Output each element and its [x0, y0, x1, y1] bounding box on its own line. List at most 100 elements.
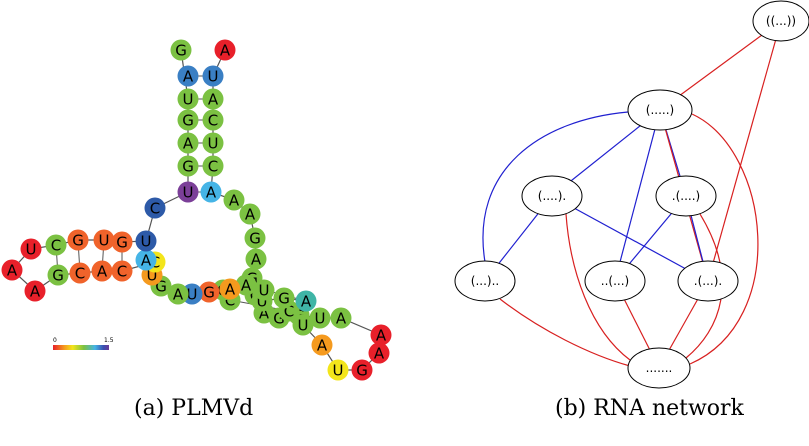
nucleotide-n53: U [20, 238, 42, 260]
network-node-n4a: (....). [521, 175, 583, 217]
nucleotide-n43: A [167, 283, 189, 305]
node-ellipse [752, 0, 809, 42]
caption-b: (b) RNA network [555, 396, 744, 421]
nucleotide-circle [368, 342, 390, 364]
nucleotide-base: A [30, 283, 41, 301]
node-ellipse [454, 260, 516, 302]
nucleotide-circle [219, 278, 241, 300]
nucleotide-n36: A [235, 274, 257, 296]
colorbar-min-label: 0 [53, 337, 57, 344]
nucleotides: GAAUUAGCAUGCUAAAGAGCAGGUAAAGUAUCAGUACUGA… [1, 39, 392, 381]
nucleotide-base: U [257, 293, 268, 311]
node-ellipse [627, 89, 693, 131]
nucleotide-n48: U [135, 230, 157, 252]
rna-secondary-structure-panel: GAAUUAGCAUGCUAAAGAGCAGGUAAAGUAUCAGUACUGA… [1, 39, 392, 381]
nucleotide-n34: G [273, 287, 295, 309]
nucleotide-n2: A [214, 39, 236, 61]
node-label: ..(...) [601, 274, 629, 288]
edge-n5-n3a [482, 111, 629, 263]
nucleotide-base: A [225, 281, 236, 299]
nucleotide-n50: U [93, 229, 115, 251]
nucleotide-circle [167, 283, 189, 305]
nucleotide-n10: U [202, 132, 224, 154]
nucleotide-n12: C [202, 155, 224, 177]
node-label: ((...)) [766, 14, 796, 28]
nucleotide-n17: G [244, 227, 266, 249]
nucleotide-base: U [183, 184, 194, 202]
nucleotide-base: A [376, 327, 387, 345]
nucleotide-base: G [249, 230, 261, 248]
nucleotide-base: G [155, 278, 167, 296]
nucleotide-base: C [75, 265, 85, 283]
edge-n3a-open [499, 298, 631, 367]
nucleotide-base: A [317, 337, 328, 355]
network-node-n5: (.....) [627, 89, 693, 131]
nucleotide-n16: A [239, 203, 261, 225]
nucleotide-base: A [336, 310, 347, 328]
nucleotide-n8: C [202, 109, 224, 131]
nucleotide-circle [370, 324, 392, 346]
nucleotide-circle [144, 197, 166, 219]
nucleotide-base: U [183, 91, 194, 109]
rna-network-panel: ((...)) (.....) (....). .(....) (...).. ..(..… [454, 0, 809, 389]
network-node-n3a: (...).. [454, 260, 516, 302]
nucleotide-n41: G [198, 281, 220, 303]
edge-top-n3c [707, 20, 782, 282]
nucleotide-base: A [259, 305, 270, 323]
nucleotide-circle [111, 260, 133, 282]
nucleotide-base: A [301, 293, 312, 311]
nucleotide-circle [202, 132, 224, 154]
nucleotide-circle [311, 334, 333, 356]
nucleotide-n26: A [370, 324, 392, 346]
node-ellipse [584, 260, 646, 302]
nucleotide-n5: U [177, 88, 199, 110]
edge-n5-open [689, 113, 759, 365]
nucleotide-base: G [182, 158, 194, 176]
network-node-n4b: .(....) [655, 175, 717, 217]
nucleotide-base: G [175, 42, 187, 60]
nucleotide-n56: G [47, 264, 69, 286]
nucleotide-base: A [7, 262, 18, 280]
nucleotide-base: U [333, 362, 344, 380]
nucleotide-circle [177, 88, 199, 110]
colorbar: 0 1.5 [53, 337, 114, 350]
nucleotide-n13: U [177, 181, 199, 203]
node-label: (...).. [471, 274, 499, 288]
nucleotide-circle [327, 359, 349, 381]
nucleotide-base: U [315, 310, 326, 328]
nucleotide-circle [198, 281, 220, 303]
nucleotide-circle [245, 248, 267, 270]
nucleotide-n27: A [368, 342, 390, 364]
nucleotide-base: C [150, 200, 160, 218]
nucleotide-base: U [141, 233, 152, 251]
nucleotide-base: C [284, 303, 294, 321]
nucleotide-circle [177, 132, 199, 154]
nucleotide-circle [200, 181, 222, 203]
nucleotide-base: C [51, 237, 61, 255]
edge-n5-n3b [614, 109, 661, 282]
nucleotide-base: A [245, 206, 256, 224]
nucleotide-circle [202, 88, 224, 110]
nucleotide-base: A [229, 192, 240, 210]
nucleotide-n38: U [253, 279, 275, 301]
nucleotide-base: C [225, 292, 235, 310]
nucleotide-n7: G [177, 109, 199, 131]
network-nodes: ((...)) (.....) (....). .(....) (...).. ..(..… [454, 0, 809, 389]
nucleotide-circle [177, 109, 199, 131]
nucleotide-n24: U [309, 307, 331, 329]
nucleotide-n4: U [202, 65, 224, 87]
nucleotide-base: G [273, 310, 285, 328]
nucleotide-circle [47, 264, 69, 286]
nucleotide-circle [177, 155, 199, 177]
nucleotide-circle [111, 231, 133, 253]
nucleotide-base: U [147, 267, 158, 285]
nucleotide-circle [69, 262, 91, 284]
nucleotide-base: U [208, 68, 219, 86]
nucleotide-base: G [52, 267, 64, 285]
node-ellipse [627, 347, 691, 389]
nucleotide-n11: G [177, 155, 199, 177]
nucleotide-n54: A [1, 259, 23, 281]
nucleotide-circle [93, 229, 115, 251]
nucleotide-n18: A [245, 248, 267, 270]
colorbar-max-label: 1.5 [104, 337, 114, 344]
